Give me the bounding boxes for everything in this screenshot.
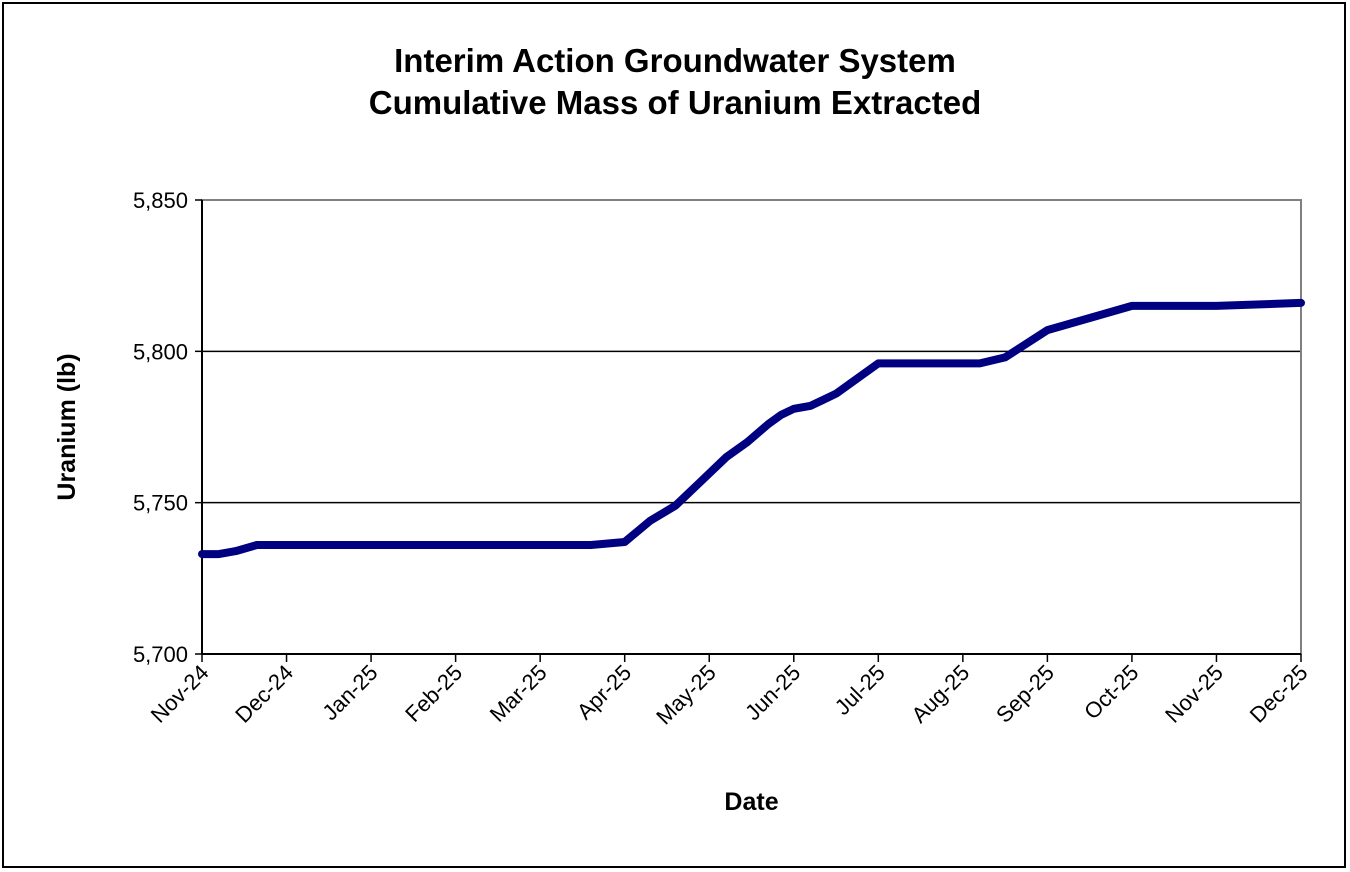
x-tick-label: Oct-25 bbox=[1079, 660, 1143, 724]
x-axis-title: Date bbox=[724, 788, 778, 816]
gridlines bbox=[202, 350, 1301, 504]
x-tick-label: Apr-25 bbox=[572, 660, 636, 724]
chart-subtitle: Cumulative Mass of Uranium Extracted bbox=[368, 84, 982, 121]
y-axis-title: Uranium (lb) bbox=[53, 353, 81, 500]
y-tick-label: 5,700 bbox=[133, 642, 188, 667]
chart-title-block: Interim Action Groundwater System Cumula… bbox=[0, 40, 1350, 124]
y-tick-label: 5,850 bbox=[133, 188, 188, 213]
x-tick-labels: Nov-24 Dec-24 Jan-25 Feb-25 Mar-25 Apr-25 May-… bbox=[146, 660, 1313, 730]
series-line-cumulative-uranium bbox=[198, 298, 1305, 559]
x-tick-label: Jul-25 bbox=[830, 660, 890, 720]
y-tick-labels: 5,700 5,750 5,800 5,850 bbox=[133, 188, 188, 667]
x-tick-label: Mar-25 bbox=[485, 660, 552, 727]
y-tick-label: 5,750 bbox=[133, 491, 188, 516]
x-tick-label: Sep-25 bbox=[991, 660, 1059, 728]
x-tick-label: Feb-25 bbox=[400, 660, 467, 727]
x-tick-label: Dec-25 bbox=[1245, 660, 1313, 728]
x-tick-label: Nov-25 bbox=[1160, 660, 1228, 728]
y-tick-label: 5,800 bbox=[133, 339, 188, 364]
x-tick-label: May-25 bbox=[651, 660, 721, 730]
chart-title: Interim Action Groundwater System bbox=[394, 42, 956, 79]
x-tick-label: Nov-24 bbox=[146, 660, 214, 728]
x-tick-label: Aug-25 bbox=[907, 660, 975, 728]
x-tick-label: Jan-25 bbox=[317, 660, 382, 725]
x-tick-label: Dec-24 bbox=[230, 660, 298, 728]
tick-marks bbox=[195, 199, 1302, 662]
x-tick-label: Jun-25 bbox=[740, 660, 805, 725]
plot-area-border bbox=[201, 199, 1302, 655]
